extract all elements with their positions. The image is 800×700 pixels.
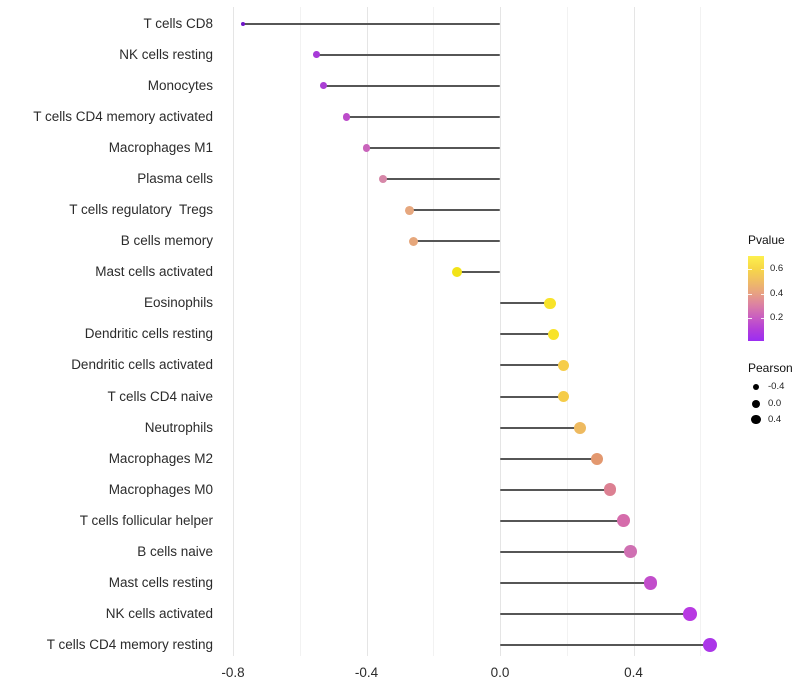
- lollipop-dot: [617, 514, 630, 528]
- lollipop-stem: [500, 644, 711, 647]
- lollipop-stem: [500, 457, 597, 460]
- category-label: Mast cells activated: [95, 264, 213, 280]
- category-label: Macrophages M1: [108, 139, 213, 155]
- lollipop-stem: [500, 302, 551, 305]
- pearson-legend-dot: [752, 399, 760, 408]
- category-label: Neutrophils: [144, 419, 213, 435]
- x-tick-label: -0.4: [354, 665, 379, 680]
- category-label: Plasma cells: [137, 171, 213, 187]
- lollipop-dot: [547, 328, 560, 341]
- category-label: T cells CD4 memory resting: [46, 637, 213, 653]
- category-label: Mast cells resting: [108, 574, 213, 590]
- lollipop-dot: [603, 483, 617, 496]
- lollipop-stem: [316, 53, 500, 56]
- category-label: T cells CD4 memory activated: [33, 108, 213, 124]
- colorbar-tick-mark: [748, 269, 752, 270]
- lollipop-stem: [366, 146, 500, 149]
- lollipop-stem: [500, 426, 581, 429]
- pearson-legend-label: 0.0: [768, 397, 782, 409]
- category-label: T cells CD4 naive: [107, 388, 213, 404]
- lollipop-stem: [383, 178, 500, 181]
- category-label: Macrophages M2: [108, 450, 213, 466]
- pvalue-tick-label: 0.6: [770, 263, 784, 274]
- minor-gridline: [700, 7, 702, 656]
- pvalue-legend-title: Pvalue: [748, 233, 785, 247]
- colorbar-tick-mark: [748, 317, 752, 319]
- lollipop-dot: [313, 51, 320, 59]
- lollipop-dot: [379, 174, 388, 184]
- pearson-legend-dot: [752, 383, 760, 391]
- minor-gridline: [566, 7, 568, 656]
- x-tick-label: 0.4: [624, 665, 643, 680]
- lollipop-dot: [683, 607, 698, 621]
- category-label: Monocytes: [147, 77, 213, 93]
- colorbar-tick-mark: [760, 269, 764, 270]
- colorbar-tick-mark: [760, 317, 764, 319]
- category-label: Macrophages M0: [108, 481, 213, 497]
- plot-panel: [222, 7, 740, 656]
- category-label: B cells naive: [137, 543, 213, 559]
- major-gridline: [633, 7, 635, 656]
- pvalue-colorbar: [748, 256, 764, 341]
- pvalue-tick-label: 0.4: [770, 287, 784, 299]
- lollipop-stem: [346, 115, 500, 118]
- pearson-legend-label: -0.4: [768, 381, 785, 392]
- lollipop-dot: [703, 638, 718, 653]
- lollipop-dot: [405, 205, 415, 215]
- lollipop-dot: [319, 82, 327, 90]
- lollipop-dot: [451, 267, 462, 278]
- lollipop-stem: [500, 581, 651, 584]
- lollipop-stem: [500, 519, 624, 522]
- lollipop-dot: [643, 576, 657, 590]
- lollipop-dot: [544, 297, 556, 310]
- lollipop-stem: [413, 240, 500, 243]
- lollipop-dot: [557, 390, 570, 403]
- pearson-legend-label: 0.4: [768, 413, 782, 425]
- pvalue-tick-label: 0.2: [770, 311, 784, 323]
- lollipop-dot: [342, 113, 351, 121]
- lollipop-dot: [574, 421, 587, 434]
- lollipop-stem: [500, 488, 611, 491]
- lollipop-stem: [500, 395, 564, 398]
- lollipop-dot: [362, 144, 371, 152]
- lollipop-stem: [323, 84, 500, 87]
- x-tick-label: 0.0: [490, 665, 510, 680]
- lollipop-stem: [500, 333, 554, 336]
- minor-gridline: [433, 7, 435, 656]
- pearson-legend-dot: [751, 414, 761, 425]
- lollipop-dot: [408, 236, 418, 246]
- category-label: T cells regulatory Tregs: [69, 202, 213, 218]
- lollipop-dot: [590, 452, 603, 465]
- lollipop-dot: [557, 359, 570, 372]
- category-label: NK cells activated: [105, 606, 213, 622]
- category-label: NK cells resting: [119, 46, 213, 62]
- lollipop-stem: [243, 22, 500, 25]
- minor-gridline: [299, 7, 301, 656]
- colorbar-tick-mark: [748, 293, 752, 295]
- major-gridline: [500, 7, 501, 656]
- x-tick-label: -0.8: [221, 665, 245, 680]
- lollipop-stem: [500, 613, 691, 616]
- category-label: B cells memory: [120, 233, 213, 249]
- category-label: T cells follicular helper: [79, 512, 213, 528]
- lollipop-stem: [500, 364, 564, 367]
- category-label: T cells CD8: [143, 15, 213, 31]
- lollipop-stem: [500, 550, 631, 553]
- major-gridline: [233, 7, 234, 656]
- pearson-legend-title: Pearson: [748, 361, 793, 375]
- category-label: Dendritic cells resting: [84, 326, 213, 342]
- lollipop-stem: [409, 209, 500, 212]
- category-label: Eosinophils: [143, 295, 213, 311]
- lollipop-dot: [241, 21, 245, 26]
- lollipop-dot: [623, 545, 637, 559]
- major-gridline: [366, 7, 368, 656]
- lollipop-stem: [456, 271, 500, 274]
- category-label: Dendritic cells activated: [71, 357, 213, 373]
- colorbar-tick-mark: [760, 293, 764, 295]
